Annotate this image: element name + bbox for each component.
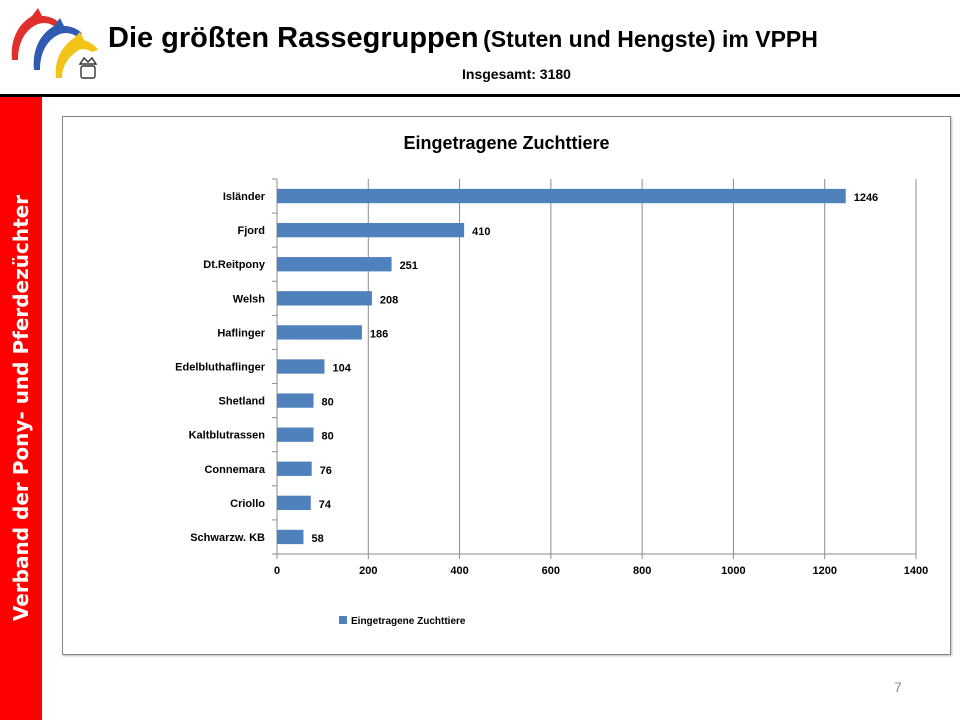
data-label: 76	[320, 465, 332, 477]
bar-6	[277, 393, 314, 408]
chart-title: Eingetragene Zuchttiere	[403, 133, 609, 153]
bar-1	[277, 222, 465, 238]
category-label: Kaltblutrassen	[189, 430, 266, 442]
chart-area: Eingetragene Zuchttiere 0 200 400 600 800 1000…	[62, 116, 951, 655]
bar-5	[277, 359, 325, 374]
data-label: 186	[370, 328, 388, 340]
bar-0	[277, 188, 846, 204]
total-count: Insgesamt: 3180	[462, 66, 571, 82]
category-label: Dt.Reitpony	[203, 259, 266, 271]
data-label: 80	[322, 397, 334, 409]
category-label: Edelbluthaflinger	[175, 362, 266, 374]
x-tick-label: 600	[542, 565, 560, 577]
category-label: Connemara	[204, 464, 265, 476]
bar-8	[277, 461, 312, 476]
sidebar-band	[0, 97, 42, 720]
data-label: 251	[400, 260, 418, 272]
data-label: 74	[319, 499, 332, 511]
data-label: 58	[311, 533, 323, 545]
category-label: Shetland	[219, 396, 265, 408]
page-title-sub: (Stuten und Hengste) im VPPH	[483, 26, 818, 52]
bar-4	[277, 325, 362, 340]
x-tick-label: 0	[274, 565, 280, 577]
x-tick-label: 400	[450, 565, 468, 577]
legend-swatch	[339, 616, 347, 624]
category-label: Schwarzw. KB	[190, 532, 265, 544]
data-label: 410	[472, 226, 490, 238]
page-number: 7	[894, 679, 902, 695]
category-label: Isländer	[223, 191, 266, 203]
page-title: Die größten Rassegruppen (Stuten und Hen…	[108, 22, 958, 55]
category-label: Criollo	[230, 498, 265, 510]
data-label: 1246	[854, 192, 878, 204]
category-label: Haflinger	[217, 327, 265, 339]
data-label: 208	[380, 294, 398, 306]
x-tick-label: 1400	[904, 565, 928, 577]
x-tick-label: 1000	[721, 565, 745, 577]
data-label: 104	[332, 363, 351, 375]
data-label: 80	[322, 431, 334, 443]
x-tick-label: 1200	[812, 565, 836, 577]
bar-chart: Eingetragene Zuchttiere 0 200 400 600 800 1000…	[175, 133, 928, 627]
x-tick-label: 200	[359, 565, 377, 577]
legend-label: Eingetragene Zuchttiere	[351, 616, 466, 627]
bar-9	[277, 495, 311, 511]
association-logo	[11, 8, 98, 79]
category-label: Welsh	[233, 293, 265, 305]
bar-7	[277, 427, 314, 442]
header-divider	[0, 94, 960, 97]
page-title-main: Die größten Rassegruppen	[108, 22, 479, 54]
sidebar-text: Verband der Pony- und Pferdezüchter	[9, 194, 33, 622]
x-tick-label: 800	[633, 565, 651, 577]
bar-3	[277, 291, 372, 306]
bar-2	[277, 257, 392, 272]
bar-10	[277, 529, 304, 545]
category-label: Fjord	[238, 225, 266, 237]
